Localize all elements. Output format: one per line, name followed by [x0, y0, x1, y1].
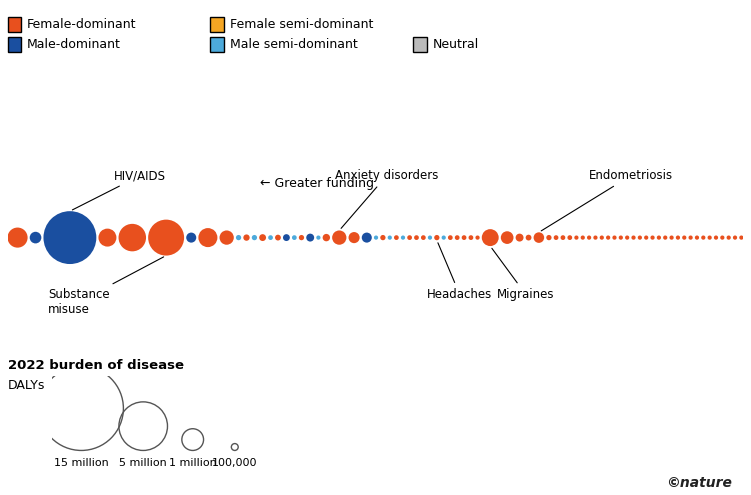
Text: 100,000: 100,000 — [212, 458, 258, 468]
Circle shape — [516, 234, 523, 242]
Circle shape — [442, 236, 446, 240]
Circle shape — [612, 236, 617, 240]
Circle shape — [259, 234, 266, 241]
Circle shape — [593, 236, 598, 240]
Circle shape — [701, 236, 705, 240]
Circle shape — [299, 235, 304, 240]
Circle shape — [30, 232, 41, 244]
Text: Neutral: Neutral — [433, 38, 479, 51]
Circle shape — [526, 235, 532, 241]
Text: 2022 burden of disease: 2022 burden of disease — [8, 359, 183, 372]
Circle shape — [707, 236, 712, 240]
Circle shape — [462, 235, 466, 240]
Circle shape — [186, 233, 196, 243]
Circle shape — [421, 235, 426, 240]
Circle shape — [283, 234, 290, 241]
Circle shape — [306, 234, 314, 242]
Circle shape — [362, 233, 372, 243]
Text: DALYs: DALYs — [8, 379, 45, 392]
Circle shape — [714, 236, 718, 240]
Circle shape — [568, 235, 572, 240]
Circle shape — [428, 236, 432, 240]
Circle shape — [560, 235, 566, 240]
Circle shape — [682, 236, 686, 240]
Circle shape — [475, 236, 480, 240]
Circle shape — [316, 236, 321, 240]
Circle shape — [619, 236, 623, 240]
Circle shape — [469, 235, 473, 240]
Circle shape — [252, 235, 257, 240]
Text: Headaches: Headaches — [427, 243, 492, 301]
Circle shape — [587, 236, 591, 240]
Circle shape — [695, 236, 699, 240]
Circle shape — [625, 236, 629, 240]
Circle shape — [243, 235, 249, 241]
Circle shape — [501, 231, 514, 244]
Circle shape — [663, 236, 668, 240]
Circle shape — [689, 236, 692, 240]
Circle shape — [323, 234, 330, 241]
Circle shape — [348, 232, 360, 243]
Text: ← Greater funding: ← Greater funding — [260, 177, 373, 190]
Circle shape — [726, 236, 731, 240]
Circle shape — [534, 232, 544, 243]
Text: Female-dominant: Female-dominant — [27, 18, 137, 31]
Circle shape — [414, 235, 419, 240]
Circle shape — [455, 235, 460, 240]
Circle shape — [380, 235, 385, 240]
Circle shape — [332, 231, 346, 245]
Circle shape — [546, 235, 551, 240]
Text: Migraines: Migraines — [492, 248, 554, 301]
Circle shape — [98, 229, 116, 247]
Circle shape — [581, 236, 585, 240]
Circle shape — [148, 220, 184, 255]
Circle shape — [676, 236, 680, 240]
Circle shape — [394, 235, 399, 240]
Text: Male semi-dominant: Male semi-dominant — [230, 38, 357, 51]
Circle shape — [606, 236, 611, 240]
Circle shape — [434, 235, 439, 240]
Circle shape — [720, 236, 725, 240]
Circle shape — [600, 236, 604, 240]
Circle shape — [733, 236, 737, 240]
Text: HIV/AIDS: HIV/AIDS — [72, 169, 166, 210]
Circle shape — [388, 236, 392, 240]
Circle shape — [482, 229, 499, 246]
Circle shape — [657, 236, 661, 240]
Circle shape — [401, 236, 405, 240]
Circle shape — [8, 228, 28, 248]
Circle shape — [448, 235, 453, 240]
Text: ©nature: ©nature — [666, 476, 732, 490]
Circle shape — [275, 235, 281, 241]
Circle shape — [739, 236, 743, 240]
Circle shape — [669, 236, 674, 240]
Circle shape — [575, 236, 578, 240]
Text: Female semi-dominant: Female semi-dominant — [230, 18, 373, 31]
Text: 5 million: 5 million — [119, 458, 167, 468]
Circle shape — [292, 235, 297, 240]
Circle shape — [632, 236, 635, 240]
Circle shape — [119, 224, 146, 251]
Circle shape — [407, 235, 412, 240]
Text: 15 million: 15 million — [54, 458, 109, 468]
Circle shape — [638, 236, 642, 240]
Text: Endometriosis: Endometriosis — [541, 169, 673, 231]
Text: Male-dominant: Male-dominant — [27, 38, 121, 51]
Circle shape — [650, 236, 655, 240]
Circle shape — [553, 235, 559, 240]
Circle shape — [44, 211, 96, 264]
Text: Anxiety disorders: Anxiety disorders — [335, 169, 439, 228]
Circle shape — [644, 236, 648, 240]
Circle shape — [219, 231, 234, 245]
Text: 1 million: 1 million — [169, 458, 216, 468]
Circle shape — [374, 236, 379, 240]
Text: Substance
misuse: Substance misuse — [48, 257, 164, 316]
Circle shape — [236, 235, 241, 240]
Circle shape — [268, 235, 273, 240]
Circle shape — [198, 228, 217, 247]
